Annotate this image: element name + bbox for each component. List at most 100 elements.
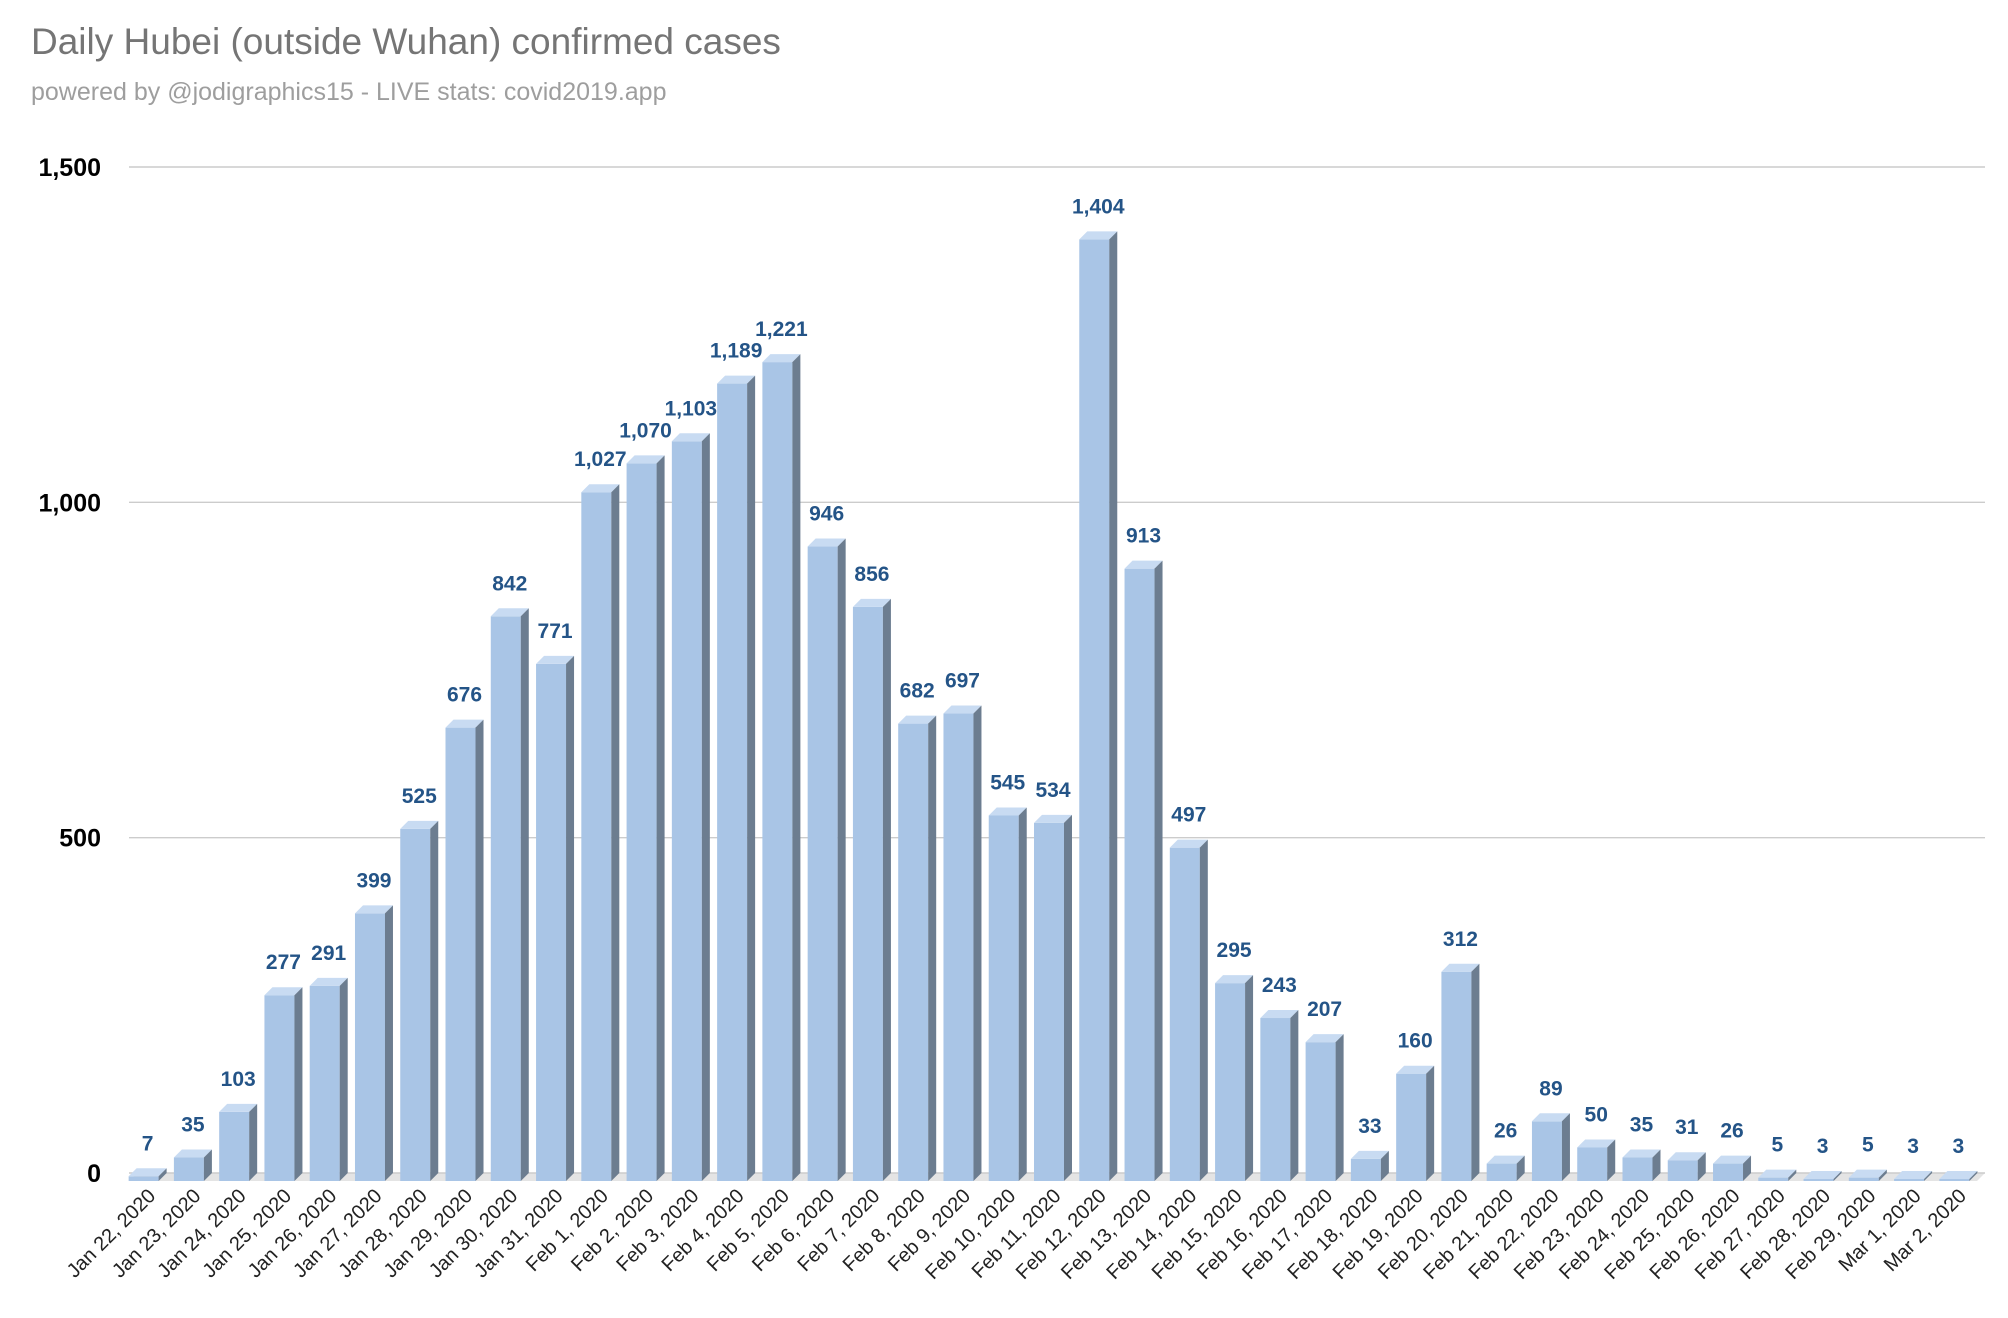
bar xyxy=(173,1149,212,1181)
bar-front-face xyxy=(852,606,883,1181)
bar-side-face xyxy=(475,719,484,1181)
bar-top-face xyxy=(852,598,891,607)
bar xyxy=(581,484,620,1181)
bar-front-face xyxy=(536,663,567,1181)
bar-side-face xyxy=(339,977,348,1181)
bar-side-face xyxy=(566,655,575,1181)
data-label: 277 xyxy=(266,951,301,974)
bar-side-face xyxy=(701,433,710,1182)
data-label: 676 xyxy=(447,684,482,707)
bar-top-face xyxy=(1305,1034,1344,1043)
y-tick-label: 1,500 xyxy=(38,154,101,182)
y-tick-label: 0 xyxy=(87,1160,101,1188)
bar-front-face xyxy=(490,616,521,1181)
bar xyxy=(1803,1170,1842,1181)
bar-top-face xyxy=(898,715,937,724)
data-label: 1,070 xyxy=(619,419,672,442)
bar xyxy=(1894,1170,1933,1181)
data-label: 534 xyxy=(1035,779,1070,802)
bar-side-face xyxy=(1969,1170,1978,1181)
bar xyxy=(264,987,303,1181)
data-label: 50 xyxy=(1585,1103,1608,1126)
bar-side-face xyxy=(1335,1034,1344,1181)
bar-top-face xyxy=(309,977,348,986)
data-label: 771 xyxy=(538,620,573,643)
bar xyxy=(219,1103,258,1181)
bar-top-face xyxy=(264,987,303,996)
bar xyxy=(1939,1170,1978,1181)
bar-side-face xyxy=(1245,975,1254,1181)
bar-front-face xyxy=(1034,822,1064,1181)
data-label: 1,027 xyxy=(574,448,627,471)
bar xyxy=(354,905,393,1181)
bar-side-face xyxy=(1426,1065,1435,1181)
bar-side-face xyxy=(158,1168,167,1181)
bar-top-face xyxy=(943,705,982,714)
bar-front-face xyxy=(581,492,612,1181)
bar-side-face xyxy=(249,1103,258,1181)
bar xyxy=(1622,1149,1661,1181)
bar xyxy=(1079,231,1118,1181)
bar-top-face xyxy=(1667,1152,1706,1161)
bar xyxy=(1531,1113,1570,1181)
bar-front-face xyxy=(807,546,838,1181)
bar-front-face xyxy=(1667,1160,1698,1181)
data-label: 26 xyxy=(1494,1120,1517,1143)
bar-front-face xyxy=(1939,1178,1970,1181)
bar-side-face xyxy=(837,538,846,1181)
bar-top-face xyxy=(671,433,710,442)
bar-top-face xyxy=(807,538,846,547)
bar-side-face xyxy=(1924,1170,1933,1181)
bar-top-face xyxy=(1803,1170,1842,1179)
data-label: 682 xyxy=(900,680,935,703)
data-label: 33 xyxy=(1358,1115,1381,1138)
data-label: 35 xyxy=(1630,1114,1654,1137)
bar-side-face xyxy=(1199,839,1208,1181)
data-label: 545 xyxy=(990,771,1025,794)
data-label: 3 xyxy=(1817,1135,1829,1158)
bar xyxy=(536,655,575,1181)
bar-front-face xyxy=(1894,1178,1925,1181)
bar xyxy=(1713,1155,1752,1181)
data-label: 89 xyxy=(1539,1077,1562,1100)
bar-side-face xyxy=(384,905,393,1181)
bar xyxy=(1441,963,1480,1181)
bar-front-face xyxy=(400,828,431,1181)
bar xyxy=(717,375,756,1181)
bar-front-face xyxy=(1124,568,1155,1181)
bar xyxy=(943,705,982,1181)
bar-front-face xyxy=(671,441,702,1182)
bar-front-face xyxy=(1713,1163,1744,1181)
bar-front-face xyxy=(1531,1121,1562,1181)
bar xyxy=(807,538,846,1181)
data-label: 207 xyxy=(1307,998,1342,1021)
bar-side-face xyxy=(1652,1149,1661,1181)
data-label: 913 xyxy=(1126,525,1161,548)
bar xyxy=(1667,1152,1706,1181)
data-label: 312 xyxy=(1443,928,1478,951)
bar-top-face xyxy=(1034,814,1072,823)
bar xyxy=(1396,1065,1435,1181)
bar xyxy=(1260,1010,1299,1181)
bar-side-face xyxy=(611,484,620,1181)
data-label: 243 xyxy=(1262,974,1297,997)
bar-front-face xyxy=(309,985,340,1181)
bar-top-face xyxy=(400,820,439,829)
bar-side-face xyxy=(1561,1113,1570,1181)
bar xyxy=(671,433,710,1182)
bar-front-face xyxy=(1350,1158,1381,1181)
bar-top-face xyxy=(445,719,484,728)
bar-top-face xyxy=(1939,1170,1978,1179)
bar xyxy=(762,354,801,1182)
data-label: 697 xyxy=(945,670,980,693)
bar-side-face xyxy=(656,455,665,1181)
bar-top-face xyxy=(1350,1150,1389,1159)
bar-front-face xyxy=(943,713,974,1181)
bar-side-face xyxy=(294,987,303,1181)
bar-front-face xyxy=(173,1157,204,1181)
bar-front-face xyxy=(354,913,385,1181)
bar-top-face xyxy=(1169,839,1208,848)
bar-top-face xyxy=(490,608,529,617)
bar-front-face xyxy=(988,815,1019,1181)
data-label: 291 xyxy=(311,942,346,965)
